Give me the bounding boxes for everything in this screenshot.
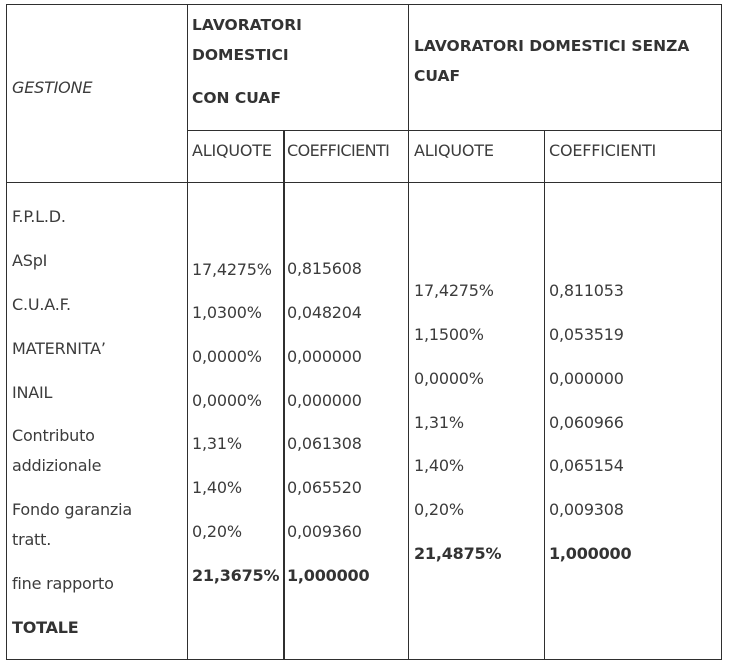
group2-title-line1: LAVORATORI DOMESTICI SENZA	[414, 37, 690, 55]
group1-aliquota-maternita: 0,0000%	[192, 347, 262, 366]
divider-group2-inner	[544, 130, 545, 660]
group1-coeff-fine-rapporto: 0,009360	[287, 522, 362, 541]
contribution-table: GESTIONE LAVORATORI DOMESTICI CON CUAF L…	[6, 4, 722, 660]
row-label-fondo-garanzia: Fondo garanzia	[12, 500, 132, 519]
group1-aliquota-fondo: 1,40%	[192, 478, 242, 497]
row-label-fpld: F.P.L.D.	[12, 207, 66, 226]
group2-coeff-fondo: 0,065154	[549, 456, 624, 475]
border-right	[721, 4, 722, 660]
divider-groups	[408, 4, 409, 660]
group1-aliquota-fine-rapporto: 0,20%	[192, 522, 242, 541]
group2-coefficienti-header: COEFFICIENTI	[549, 141, 657, 160]
divider-group1-inner	[283, 130, 285, 660]
divider-header-groups	[188, 130, 722, 131]
group2-aliquota-cuaf: 1,1500%	[414, 325, 484, 344]
group1-coeff-maternita: 0,000000	[287, 347, 362, 366]
group2-aliquota-totale: 21,4875%	[414, 544, 502, 563]
row-label-cuaf: C.U.A.F.	[12, 295, 71, 314]
group1-aliquota-inail: 0,0000%	[192, 391, 262, 410]
group1-title-line2: DOMESTICI	[192, 46, 289, 64]
group2-aliquota-aspi: 17,4275%	[414, 281, 494, 300]
group2-coeff-maternita: 0,000000	[549, 369, 624, 388]
group1-aliquota-aspi: 17,4275%	[192, 260, 272, 279]
row-label-aspi: ASpI	[12, 251, 48, 270]
group1-aliquote-header: ALIQUOTE	[192, 141, 272, 160]
row-label-fine-rapporto: fine rapporto	[12, 574, 114, 593]
group1-coeff-totale: 1,000000	[287, 566, 370, 585]
row-label-addizionale: addizionale	[12, 456, 102, 475]
group1-title-line3: CON CUAF	[192, 89, 281, 107]
group1-aliquota-cuaf: 1,0300%	[192, 303, 262, 322]
group2-aliquote-header: ALIQUOTE	[414, 141, 494, 160]
group2-aliquota-maternita: 0,0000%	[414, 369, 484, 388]
group1-coeff-aspi: 0,815608	[287, 259, 362, 278]
group2-coeff-totale: 1,000000	[549, 544, 632, 563]
row-label-tratt: tratt.	[12, 530, 52, 549]
border-top	[6, 4, 722, 5]
group1-coeff-inail: 0,000000	[287, 391, 362, 410]
row-label-inail: INAIL	[12, 383, 53, 402]
group2-coeff-cuaf: 0,053519	[549, 325, 624, 344]
group1-coeff-fondo: 0,065520	[287, 478, 362, 497]
group1-aliquota-totale: 21,3675%	[192, 566, 280, 585]
row-label-contributo: Contributo	[12, 426, 95, 445]
border-left	[6, 4, 7, 660]
group2-title-line2: CUAF	[414, 67, 461, 85]
gestione-header: GESTIONE	[12, 78, 93, 97]
group1-aliquota-contributo: 1,31%	[192, 434, 242, 453]
group1-coeff-contributo: 0,061308	[287, 434, 362, 453]
group1-coefficienti-header: COEFFICIENTI	[287, 141, 390, 160]
group2-coeff-contributo: 0,060966	[549, 413, 624, 432]
group1-title-line1: LAVORATORI	[192, 16, 302, 34]
group2-aliquota-fine-rapporto: 0,20%	[414, 500, 464, 519]
divider-gestione	[187, 4, 188, 660]
divider-header-body	[6, 182, 722, 183]
group2-aliquota-contributo: 1,31%	[414, 413, 464, 432]
group2-aliquota-fondo: 1,40%	[414, 456, 464, 475]
row-label-maternita: MATERNITA’	[12, 339, 106, 358]
group2-coeff-fine-rapporto: 0,009308	[549, 500, 624, 519]
group2-coeff-aspi: 0,811053	[549, 281, 624, 300]
group1-coeff-cuaf: 0,048204	[287, 303, 362, 322]
border-bottom	[6, 659, 722, 660]
row-label-totale: TOTALE	[12, 618, 79, 637]
